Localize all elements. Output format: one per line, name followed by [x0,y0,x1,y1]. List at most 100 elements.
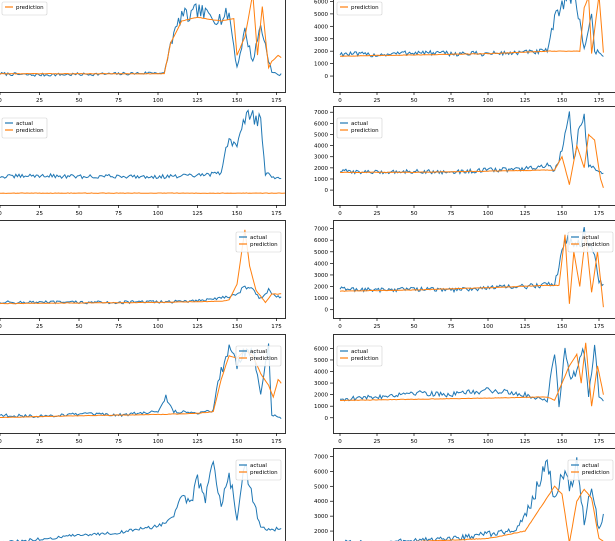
series-line-actual [2,460,282,541]
y-tick-label: 0 [325,416,329,422]
chart-panel-right-4: 0 25 50 75 100 125 150 175 0 1000 2000 3000 4000 5000… [314,334,615,445]
x-tick-label: 100 [153,324,164,330]
axes-frame [0,334,286,434]
x-tick-label: 125 [192,98,203,104]
y-tick-label: 2000 [314,285,328,291]
legend-label-actual: actual [582,235,599,241]
series-line-prediction [0,229,282,305]
axes-frame [0,220,286,319]
axes-frame [0,0,286,93]
legend-label-prediction: prediction [351,356,379,362]
axes-frame [333,448,615,541]
x-tick-label: 25 [36,324,43,330]
y-tick-label: 2000 [314,529,328,535]
legend-label-prediction: prediction [250,356,278,362]
x-tick-label: 175 [271,324,282,330]
x-tick-label: 0 [0,211,2,217]
x-tick-label: 175 [594,98,605,104]
series-line-actual [339,227,604,294]
y-tick-label: 1000 [314,177,328,183]
x-tick-label: 25 [36,98,43,104]
x-tick-label: 100 [483,439,494,445]
x-tick-label: 150 [232,211,243,217]
x-tick-label: 25 [36,211,43,217]
x-tick-label: 150 [557,98,568,104]
y-tick-label: 3000 [314,514,328,520]
series-line-actual [340,457,604,541]
x-tick-label: 175 [271,98,282,104]
series-line-prediction [339,133,604,188]
y-tick-label: 3000 [314,381,328,387]
x-tick-label: 0 [0,324,2,330]
y-tick-label: 4000 [314,499,328,505]
x-tick-label: 150 [557,211,568,217]
series-line-actual [339,344,604,408]
legend-label-prediction: prediction [582,242,610,248]
axes-frame [0,448,286,541]
legend-label-prediction: prediction [16,128,44,134]
y-tick-label: 4000 [314,261,328,267]
chart-panel-right-2: 0 25 50 75 100 125 150 175 0 1000 2000 3000 4000 5000… [314,106,615,217]
x-tick-label: 75 [115,324,122,330]
y-tick-label: 5000 [314,484,328,490]
x-tick-label: 75 [115,211,122,217]
x-tick-label: 125 [192,439,203,445]
x-tick-label: 175 [271,211,282,217]
chart-panel-left-1: 0 25 50 75 100 125 150 175 prediction [0,0,286,104]
y-tick-label: 7000 [314,110,328,116]
series-line-prediction [339,234,604,308]
x-tick-label: 25 [374,324,381,330]
y-tick-label: 7000 [314,227,328,233]
legend-label-prediction: prediction [250,470,278,476]
legend-label-actual: actual [351,121,368,127]
x-tick-label: 0 [0,98,2,104]
x-tick-label: 25 [36,439,43,445]
x-tick-label: 125 [520,324,531,330]
series-line-prediction [339,0,604,57]
y-tick-label: 6000 [314,469,328,475]
x-tick-label: 50 [76,439,83,445]
y-tick-label: 5000 [314,250,328,256]
x-tick-label: 50 [411,324,418,330]
x-tick-label: 100 [153,98,164,104]
axes-frame [0,106,286,206]
x-tick-label: 150 [557,439,568,445]
series-line-prediction [403,485,604,541]
series-line-prediction [0,192,285,194]
y-tick-label: 3000 [314,155,328,161]
y-tick-label: 6000 [314,238,328,244]
x-tick-label: 125 [520,98,531,104]
x-tick-label: 125 [192,324,203,330]
y-tick-label: 1000 [314,296,328,302]
x-tick-label: 75 [448,324,455,330]
axes-frame [333,106,615,206]
y-tick-label: 5000 [314,358,328,364]
series-line-prediction [0,0,282,75]
legend-label-actual: actual [250,463,267,469]
y-tick-label: 3000 [314,273,328,279]
x-tick-label: 50 [411,439,418,445]
legend: prediction [1,1,48,16]
x-tick-label: 50 [76,98,83,104]
series-line-actual [339,0,604,58]
y-tick-label: 2000 [314,166,328,172]
y-tick-label: 0 [325,74,329,80]
legend-label-actual: actual [582,463,599,469]
x-tick-label: 50 [76,324,83,330]
x-tick-label: 100 [483,98,494,104]
y-tick-label: 6000 [314,121,328,127]
y-tick-label: 5000 [314,12,328,18]
x-tick-label: 25 [374,98,381,104]
x-tick-label: 50 [76,211,83,217]
chart-panel-right-3: 0 25 50 75 100 125 150 175 0 1000 2000 3000 4000 5000… [314,220,615,330]
